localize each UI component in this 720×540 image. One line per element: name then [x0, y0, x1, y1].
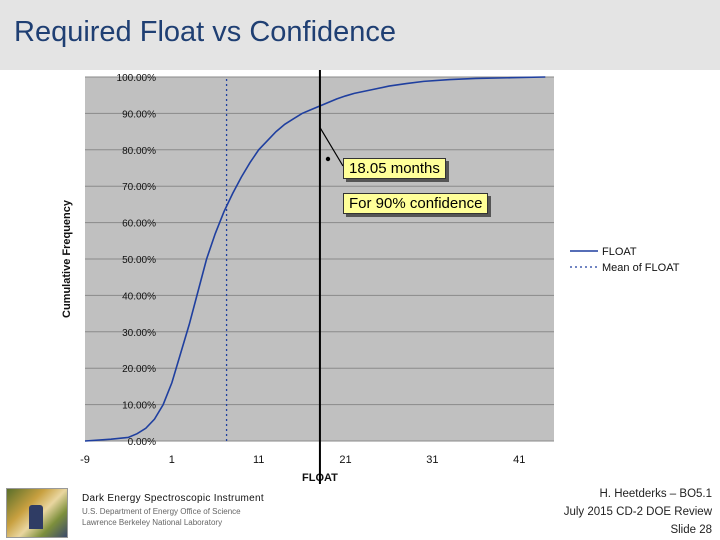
- x-tick-label: 1: [169, 454, 175, 466]
- y-tick-label: 40.00%: [122, 291, 156, 302]
- slide-number: Slide 28: [670, 524, 712, 536]
- x-tick-label: -9: [80, 454, 90, 466]
- x-tick-label: 11: [253, 454, 264, 466]
- legend-label: Mean of FLOAT: [602, 262, 680, 274]
- footer: [0, 484, 720, 540]
- legend-label: FLOAT: [602, 246, 637, 258]
- callout-arrow-tip: [325, 156, 331, 162]
- x-tick-label: 41: [513, 454, 525, 466]
- x-tick-label: 31: [426, 454, 438, 466]
- review-label: July 2015 CD-2 DOE Review: [563, 506, 712, 518]
- cumulative-frequency-chart: 0.00% 10.00% 20.00% 30.00% 40.00% 50.00% 60.00…: [61, 65, 680, 510]
- y-tick-label: 90.00%: [122, 109, 156, 120]
- y-tick-label: 30.00%: [122, 328, 156, 339]
- callout-arrow: [319, 127, 344, 167]
- callout-confidence: For 90% confidence: [343, 193, 489, 214]
- author-label: H. Heetderks – BO5.1: [599, 488, 713, 500]
- y-axis-label: Cumulative Frequency: [61, 199, 73, 318]
- float-series-line: [84, 76, 546, 442]
- institution-name: Dark Energy Spectroscopic Instrument: [82, 493, 264, 504]
- desi-logo: [6, 488, 68, 538]
- y-tick-label: 60.00%: [122, 219, 156, 230]
- y-tick-label: 100.00%: [117, 73, 157, 84]
- title-bar: [0, 0, 720, 70]
- logo-emblem: [29, 505, 43, 529]
- department-name: U.S. Department of Energy Office of Scie…: [82, 507, 241, 516]
- chart-frame: 0.00% 10.00% 20.00% 30.00% 40.00% 50.00% 60.00…: [60, 65, 690, 510]
- y-tick-label: 50.00%: [122, 255, 156, 266]
- y-tick-label: 80.00%: [122, 146, 156, 157]
- y-tick-label: 10.00%: [122, 401, 156, 412]
- x-tick-label: 21: [339, 454, 351, 466]
- y-tick-label: 20.00%: [122, 364, 156, 375]
- y-tick-label: 70.00%: [122, 182, 156, 193]
- page-title: Required Float vs Confidence: [14, 16, 397, 48]
- lab-name: Lawrence Berkeley National Laboratory: [82, 518, 223, 527]
- y-tick-label: 0.00%: [128, 437, 156, 448]
- callout-months: 18.05 months: [343, 158, 446, 179]
